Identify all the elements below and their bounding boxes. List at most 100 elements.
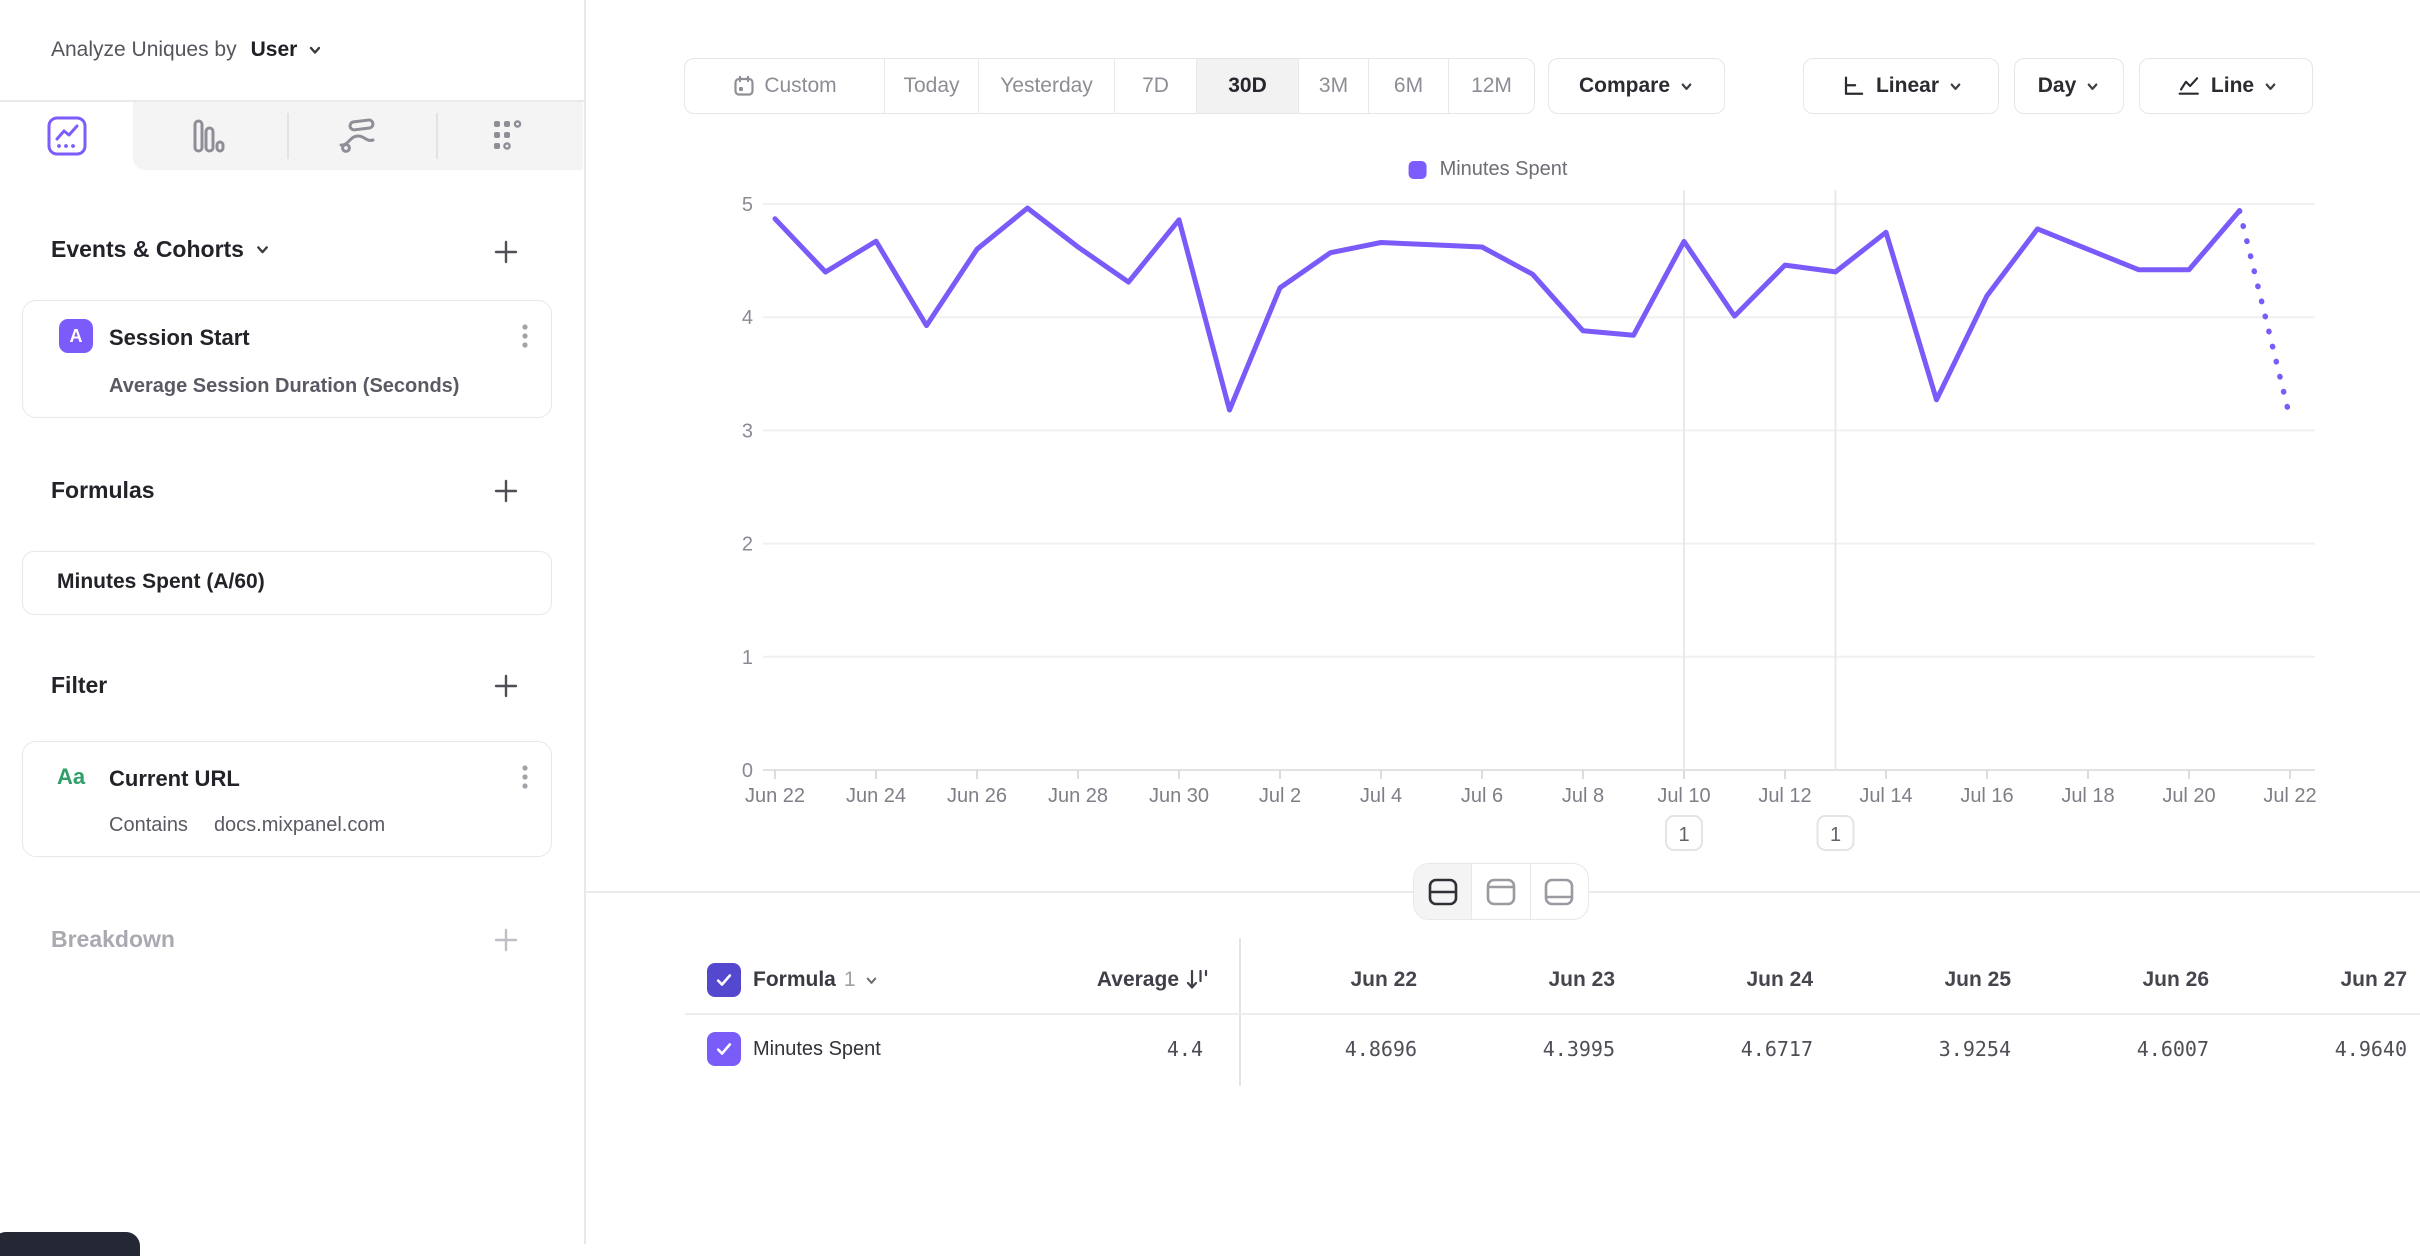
x-tick-label: Jul 2 [1259, 785, 1301, 807]
filter-operator[interactable]: Contains [109, 814, 188, 836]
calendar-icon [734, 75, 754, 96]
kebab-menu-icon[interactable] [519, 321, 531, 353]
x-tick-label: Jul 10 [1657, 785, 1710, 807]
compare-button[interactable]: Compare [1548, 58, 1725, 114]
retention-grid-icon [493, 120, 521, 150]
analyze-by-dropdown[interactable]: User [250, 38, 298, 61]
event-name[interactable]: Session Start [109, 325, 250, 350]
y-tick-label: 4 [742, 307, 753, 329]
add-formula-button[interactable] [492, 477, 520, 505]
layout-split-button[interactable] [1414, 864, 1473, 919]
value-cell: 4.3995 [1542, 1037, 1615, 1061]
tab-insights-active[interactable] [0, 102, 133, 170]
formulas-heading: Formulas [51, 477, 155, 503]
filter-value[interactable]: docs.mixpanel.com [213, 814, 386, 836]
axis-scale-button[interactable]: Linear [1803, 58, 1999, 114]
annotation-badge[interactable] [1816, 815, 1855, 851]
chevron-down-icon [2087, 83, 2098, 90]
x-tick-label: Jul 22 [2263, 785, 2316, 807]
layout-table-only-button[interactable] [1531, 864, 1588, 919]
tab-retention[interactable] [440, 102, 573, 170]
y-tick-label: 2 [742, 534, 753, 556]
date-column-header[interactable]: Jun 23 [1548, 968, 1615, 991]
tab-flow[interactable] [290, 102, 423, 170]
date-range-control: Custom Today Yesterday 7D 30D 3M 6M 12M [684, 58, 1535, 114]
date-column-header[interactable]: Jun 27 [2340, 968, 2407, 991]
range-option-yesterday[interactable]: Yesterday [979, 59, 1115, 113]
y-tick-label: 5 [742, 194, 753, 216]
annotation-badge[interactable] [1665, 815, 1703, 851]
select-all-checkbox[interactable] [707, 963, 741, 997]
range-option-7d[interactable]: 7D [1115, 59, 1197, 113]
line-chart[interactable]: 0 1 2 3 4 5 1 1 Jun 22 Jun 24 Jun 26 Jun 28 Jun 30 Ju… [585, 0, 2420, 880]
x-tick-label: Jun 22 [745, 785, 805, 807]
series-row-name[interactable]: Minutes Spent [753, 1038, 881, 1060]
chart-legend[interactable]: Minutes Spent [1408, 158, 1568, 181]
x-tick-label: Jul 20 [2162, 785, 2215, 807]
formula-card[interactable]: Minutes Spent (A/60) [22, 551, 552, 615]
flow-sankey-icon [339, 118, 374, 153]
bottom-panel-view-icon [1545, 878, 1574, 905]
range-option-30d[interactable]: 30D [1197, 59, 1299, 113]
row-checkbox[interactable] [707, 1032, 741, 1066]
add-filter-button[interactable] [492, 672, 520, 700]
range-option-today[interactable]: Today [885, 59, 979, 113]
value-cell: 4.6717 [1740, 1037, 1813, 1061]
visualization-tabs [0, 102, 583, 170]
breakdown-heading: Breakdown [51, 926, 175, 952]
x-tick-label: Jul 6 [1461, 785, 1503, 807]
chevron-down-icon [2265, 83, 2276, 90]
tab-bar-chart[interactable] [141, 102, 274, 170]
chart-type-button[interactable]: Line [2139, 58, 2313, 114]
layout-toggle [1413, 863, 1589, 920]
layout-chart-only-button[interactable] [1472, 864, 1531, 919]
chevron-down-icon[interactable] [307, 42, 323, 58]
kebab-menu-icon[interactable] [519, 762, 531, 794]
date-column-header[interactable]: Jun 24 [1746, 968, 1813, 991]
filter-card[interactable]: Aa Current URL Contains docs.mixpanel.co… [22, 741, 552, 857]
analyze-uniques-label: Analyze Uniques by [51, 38, 237, 61]
series-line-solid[interactable] [772, 205, 2242, 413]
series-name: Minutes Spent [1439, 158, 1568, 180]
check-icon [716, 1043, 732, 1055]
line-chart-type-icon [2178, 77, 2199, 95]
string-property-badge: Aa [57, 764, 86, 789]
add-breakdown-button[interactable] [492, 926, 520, 954]
formula-group-dropdown[interactable]: Formula 1 [753, 968, 879, 992]
sidebar-header-divider [0, 100, 585, 102]
average-column-header[interactable]: Average [965, 968, 1208, 992]
filter-property-name[interactable]: Current URL [109, 766, 240, 791]
linear-axis-icon [1844, 76, 1864, 95]
date-column-header[interactable]: Jun 26 [2142, 968, 2209, 991]
event-letter-badge: A [59, 319, 93, 353]
event-measurement[interactable]: Average Session Duration (Seconds) [109, 375, 460, 397]
y-tick-label: 0 [742, 760, 753, 782]
formula-name[interactable]: Minutes Spent (A/60) [57, 570, 265, 593]
y-tick-label: 3 [742, 420, 753, 442]
series-color-swatch [1408, 160, 1427, 179]
chevron-down-icon[interactable] [254, 241, 271, 258]
add-event-button[interactable] [492, 238, 520, 266]
date-column-header[interactable]: Jun 25 [1944, 968, 2011, 991]
chevron-down-icon [1681, 83, 1692, 90]
sort-icon [1186, 969, 1208, 989]
series-line-incomplete-dotted[interactable] [2236, 208, 2293, 421]
range-option-3m[interactable]: 3M [1299, 59, 1369, 113]
filter-heading: Filter [51, 672, 108, 698]
x-tick-label: Jul 4 [1360, 785, 1402, 807]
insights-line-chart-icon [47, 116, 86, 156]
check-icon [716, 974, 732, 986]
sidebar-divider [584, 0, 586, 1244]
split-view-icon [1428, 878, 1457, 905]
range-option-6m[interactable]: 6M [1369, 59, 1449, 113]
event-card[interactable]: A Session Start Average Session Duration… [22, 300, 552, 418]
date-column-header[interactable]: Jun 22 [1350, 968, 1417, 991]
range-option-12m[interactable]: 12M [1471, 74, 1512, 97]
report-canvas: Custom Today Yesterday 7D 30D 3M 6M 12M Compare… [585, 0, 2420, 1256]
range-option-custom[interactable]: Custom [685, 59, 885, 113]
annotation-count: 1 [1678, 824, 1689, 846]
value-cell: 4.9640 [2334, 1037, 2407, 1061]
top-panel-view-icon [1486, 878, 1516, 905]
granularity-button[interactable]: Day [2014, 58, 2124, 114]
